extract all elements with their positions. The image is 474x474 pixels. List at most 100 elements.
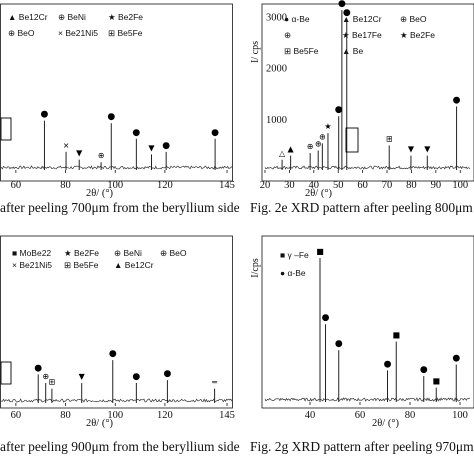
y-tick-label: 3000 [266,12,287,23]
panel-frame-top-left [0,3,233,182]
peak-marker: ■ [392,331,400,340]
x-tick-label: 60 [357,180,368,191]
legend-entry: × Be21Ni5 [58,28,98,38]
y-tick-label: 1000 [266,115,287,126]
legend-panel-3: ■ MoBe22 ★ Be2Fe ⊕ BeNi ⊕ BeO × Be21Ni5 ⊞ Be5… [12,248,187,270]
peak-marker: ● [338,0,346,9]
legend-entry: ▲ Be12Cr [8,12,48,22]
peak-marker: ★ [324,122,331,131]
legend-entry: ▲ Be12Cr [342,14,382,24]
legend-entry: ⊕ BeNi [114,248,142,258]
x-tick-label: 80 [60,410,71,421]
x-tick-label: 80 [406,180,417,191]
xlabel-panel-4: 2θ/ (°) [372,418,400,429]
peak-marker: ● [41,110,49,120]
peak-marker: ● [132,372,140,382]
pattern-panel-4: ■ ● ● ■ ● ● ■ ● 40 60 80 100 [264,247,471,421]
x-tick-label: 30 [284,180,295,191]
peak-marker: ● [34,363,42,373]
peak-marker: ▲ [288,145,295,154]
legend-entry: ⊕ BeNi [58,12,86,22]
peak-marker: ● [343,8,351,18]
peak-marker: ● [132,128,140,138]
pattern-panel-1: ● × ▼ ⊕ ● ● ▼ ● ● 60 80 100 120 145 [0,110,235,191]
legend-entry: × Be21Ni5 [12,260,52,270]
xlabel-panel-2: 2θ/ (°) [305,188,333,199]
x-tick-label: 20 [260,180,271,191]
peak-marker: ⊕ [98,151,105,160]
peak-marker: ● [452,354,460,364]
peak-marker: ⊕ [315,140,322,149]
x-tick-label: 120 [157,180,173,191]
legend-panel-4: ■ γ –Fe ● α-Be [280,250,309,278]
legend-entry: ★ Be17Fe [342,30,382,40]
peak-marker: ● [335,105,343,115]
pattern-panel-2: ●●●★⊕⊕⊕▲△⊞▼ ▼●20 30 40 50 60 70 80 90 10010002000… [260,0,471,191]
peak-marker: ▼ [76,149,83,158]
caption-panel-2: Fig. 2e XRD pattern after peeling 800μm … [250,200,474,215]
legend-panel-2: ● α-Be ▲ Be12Cr ⊕ BeO ⊕ ★ Be17Fe ★ Be2Fe ⊞ Be… [284,14,435,56]
peak-marker: ● [453,95,461,105]
ylabel-panel-4: I/cps [250,258,261,278]
baseline-trace [264,165,471,170]
peak-marker: ⊞ [386,134,393,143]
legend-entry: ⊕ BeO [160,248,187,258]
legend-entry: ⊕ BeO [400,14,427,24]
pattern-panel-3: ●⊕⊞▼●● ●=60 80 100 120 145 [0,349,235,421]
panel-frame-top-right [261,3,474,182]
caption-panel-4: Fig. 2g XRD pattern after peeling 970μm [250,439,474,454]
x-tick-label: 60 [11,410,22,421]
peak-marker: × [63,141,70,150]
x-tick-label: 40 [305,410,316,421]
legend-panel-1: ▲ Be12Cr ⊕ BeNi ★ Be2Fe ⊕ BeO × Be21Ni5 ⊞ Be5… [8,12,143,38]
legend-entry: ⊕ [284,30,291,40]
x-tick-label: 100 [107,180,123,191]
peak-marker: ● [335,339,343,349]
x-tick-label: 60 [11,180,22,191]
x-tick-label: 40 [309,180,320,191]
x-tick-label: 50 [333,180,344,191]
peak-marker: △ [279,149,286,158]
peak-marker: ⊞ [49,378,56,387]
peak-marker: ● [109,349,117,359]
legend-entry: ■ γ –Fe [280,250,309,260]
legend-entry: ⊕ BeO [8,28,35,38]
peak-marker: = [211,378,218,387]
panel-frame-bottom-left [0,235,233,409]
y-tick-label: 2000 [266,64,287,75]
legend-entry: ★ Be2Fe [400,30,435,40]
annotation-box [0,117,12,141]
caption-panel-3: after peeling 900μm from the beryllium s… [0,439,240,454]
baseline-trace [0,165,233,170]
legend-entry: ■ MoBe22 [12,248,51,258]
x-tick-label: 100 [452,180,468,191]
x-tick-label: 145 [219,410,235,421]
peak-marker: ● [384,359,392,369]
peak-marker: ● [211,128,219,138]
annotation-box [345,127,359,153]
legend-entry: ★ Be2Fe [64,248,99,258]
legend-entry: ★ Be2Fe [108,12,143,22]
peak-marker: ● [163,369,171,379]
legend-entry: ⊞ Be5Fe [64,260,99,270]
peak-marker: ■ [432,377,440,386]
peak-marker: ⊕ [42,372,49,381]
x-tick-label: 90 [431,180,442,191]
x-tick-label: 60 [355,410,366,421]
panel-frame-bottom-right [261,235,474,409]
peak-marker: ■ [316,247,324,256]
legend-entry: ⊞ Be5Fe [108,28,143,38]
peak-marker: ● [322,313,330,323]
peak-marker: ● [420,365,428,375]
peak-marker: ⊕ [307,142,314,151]
peak-marker: ▼ [408,145,415,154]
legend-entry: ⊞ Be5Fe [284,46,319,56]
x-tick-label: 145 [219,180,235,191]
legend-entry: ▲ Be [342,46,363,56]
annotation-box [0,361,12,385]
baseline-trace [0,398,233,403]
legend-entry: ● α-Be [280,268,306,278]
peak-marker: ● [107,112,115,122]
peak-marker: ⊕ [319,132,326,141]
